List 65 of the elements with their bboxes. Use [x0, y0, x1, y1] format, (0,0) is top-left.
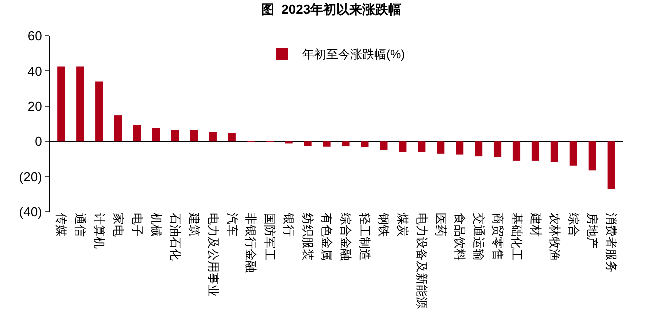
x-tick-label: 电子 [130, 213, 144, 237]
y-tick-label: (40) [19, 204, 42, 220]
chart-title: 图 2023年初以来涨跌幅 [261, 2, 402, 18]
bar [323, 142, 331, 147]
bar [532, 142, 540, 161]
x-tick-label: 国防军工 [263, 213, 278, 261]
bar [76, 66, 84, 142]
bar [588, 142, 596, 171]
bar [512, 142, 521, 161]
x-tick-label: 纺织服装 [301, 213, 316, 261]
y-tick-label: 20 [28, 98, 42, 114]
x-tick-label: 汽车 [225, 213, 240, 237]
bar [570, 142, 578, 166]
bar [342, 142, 350, 147]
bar [190, 130, 198, 142]
bar [380, 142, 388, 150]
x-tick-label: 电力设备及新能源 [414, 213, 429, 309]
x-tick-label: 综合 [566, 213, 581, 237]
x-tick-label: 钢铁 [377, 212, 392, 237]
x-tick-label: 家电 [111, 213, 126, 237]
bar [361, 142, 369, 148]
bar [133, 125, 142, 142]
bar [209, 132, 217, 142]
bar [456, 142, 464, 155]
x-tick-label: 银行 [282, 212, 296, 237]
bar [171, 130, 180, 142]
x-tick-label: 非银行金融 [244, 213, 258, 273]
x-tick-label: 消费者服务 [604, 213, 619, 273]
x-tick-label: 传媒 [54, 213, 68, 237]
bar [304, 142, 312, 146]
bar [152, 128, 160, 142]
bar [228, 133, 236, 142]
x-tick-label: 基础化工 [510, 213, 524, 261]
x-tick-label: 计算机 [92, 213, 106, 249]
bar [437, 142, 445, 154]
x-tick-label: 建材 [528, 212, 543, 237]
bar [494, 142, 502, 158]
bar [608, 142, 616, 190]
x-tick-label: 有色金属 [320, 213, 334, 261]
y-tick-label: (20) [19, 169, 42, 184]
x-tick-label: 农林牧渔 [548, 213, 562, 261]
y-tick-label: 0 [35, 134, 42, 150]
x-tick-label: 综合金融 [339, 213, 354, 261]
x-tick-label: 电力及公用事业 [206, 213, 220, 297]
x-tick-label: 机械 [149, 213, 164, 237]
x-tick-label: 建筑 [187, 212, 202, 237]
x-tick-label: 交通运输 [472, 213, 486, 261]
x-tick-label: 石油石化 [168, 213, 182, 261]
x-tick-label: 通信 [73, 213, 88, 237]
x-tick-label: 医药 [434, 213, 448, 237]
x-tick-label: 轻工制造 [358, 213, 372, 261]
x-tick-label: 房地产 [586, 213, 600, 249]
bar [418, 142, 426, 152]
bar [399, 142, 407, 152]
bar [58, 66, 66, 142]
bar [114, 116, 122, 142]
y-tick-label: 60 [28, 28, 42, 44]
x-tick-label: 食品饮料 [452, 213, 467, 261]
legend-label: 年初至今涨跌幅(%) [302, 48, 406, 62]
bar [96, 82, 104, 142]
x-tick-label: 煤炭 [396, 213, 410, 237]
y-tick-label: 40 [28, 64, 42, 79]
bar [550, 142, 558, 162]
bar [475, 142, 483, 157]
x-tick-label: 商贸零售 [490, 213, 505, 261]
